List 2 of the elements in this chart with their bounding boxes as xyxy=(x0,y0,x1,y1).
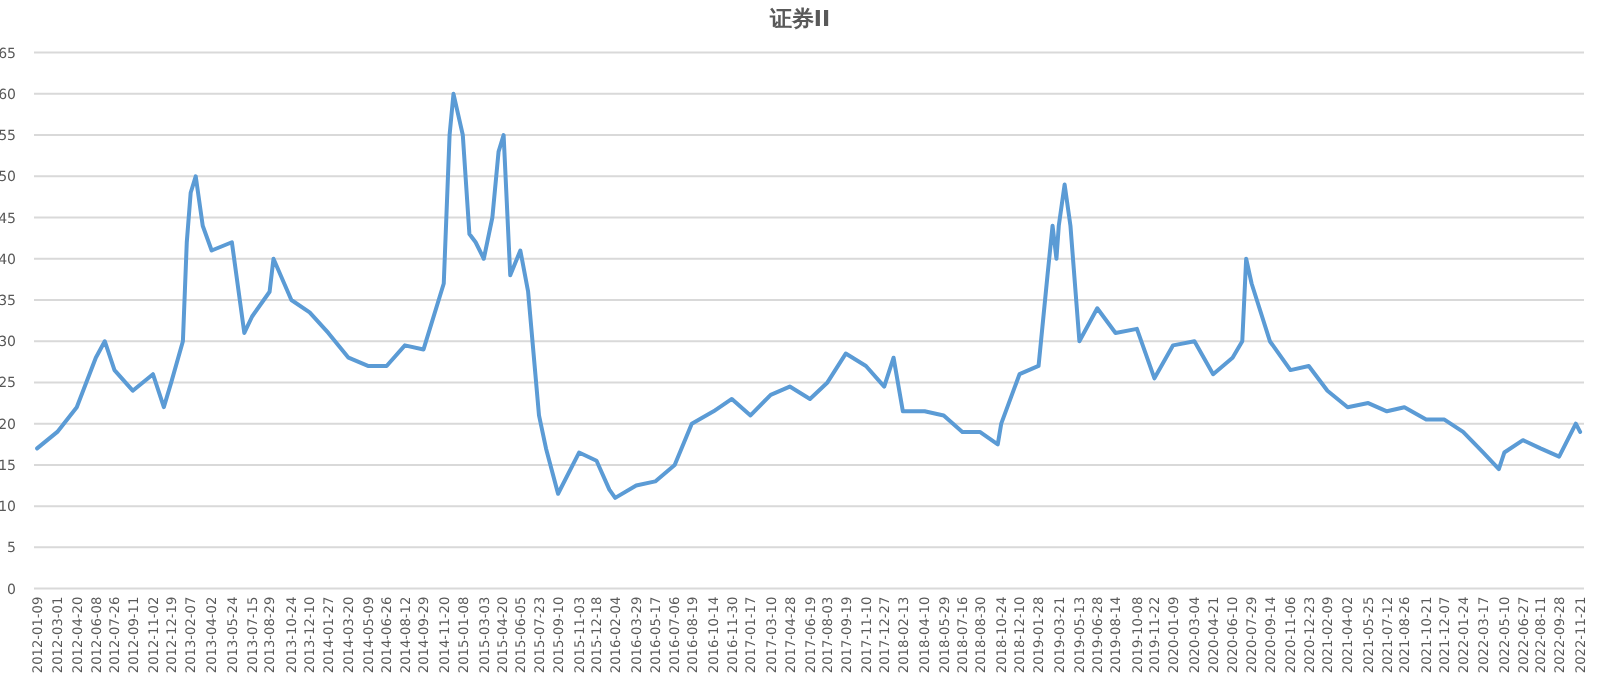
chart-title: 证券II xyxy=(767,6,831,32)
line-series xyxy=(35,91,1583,500)
